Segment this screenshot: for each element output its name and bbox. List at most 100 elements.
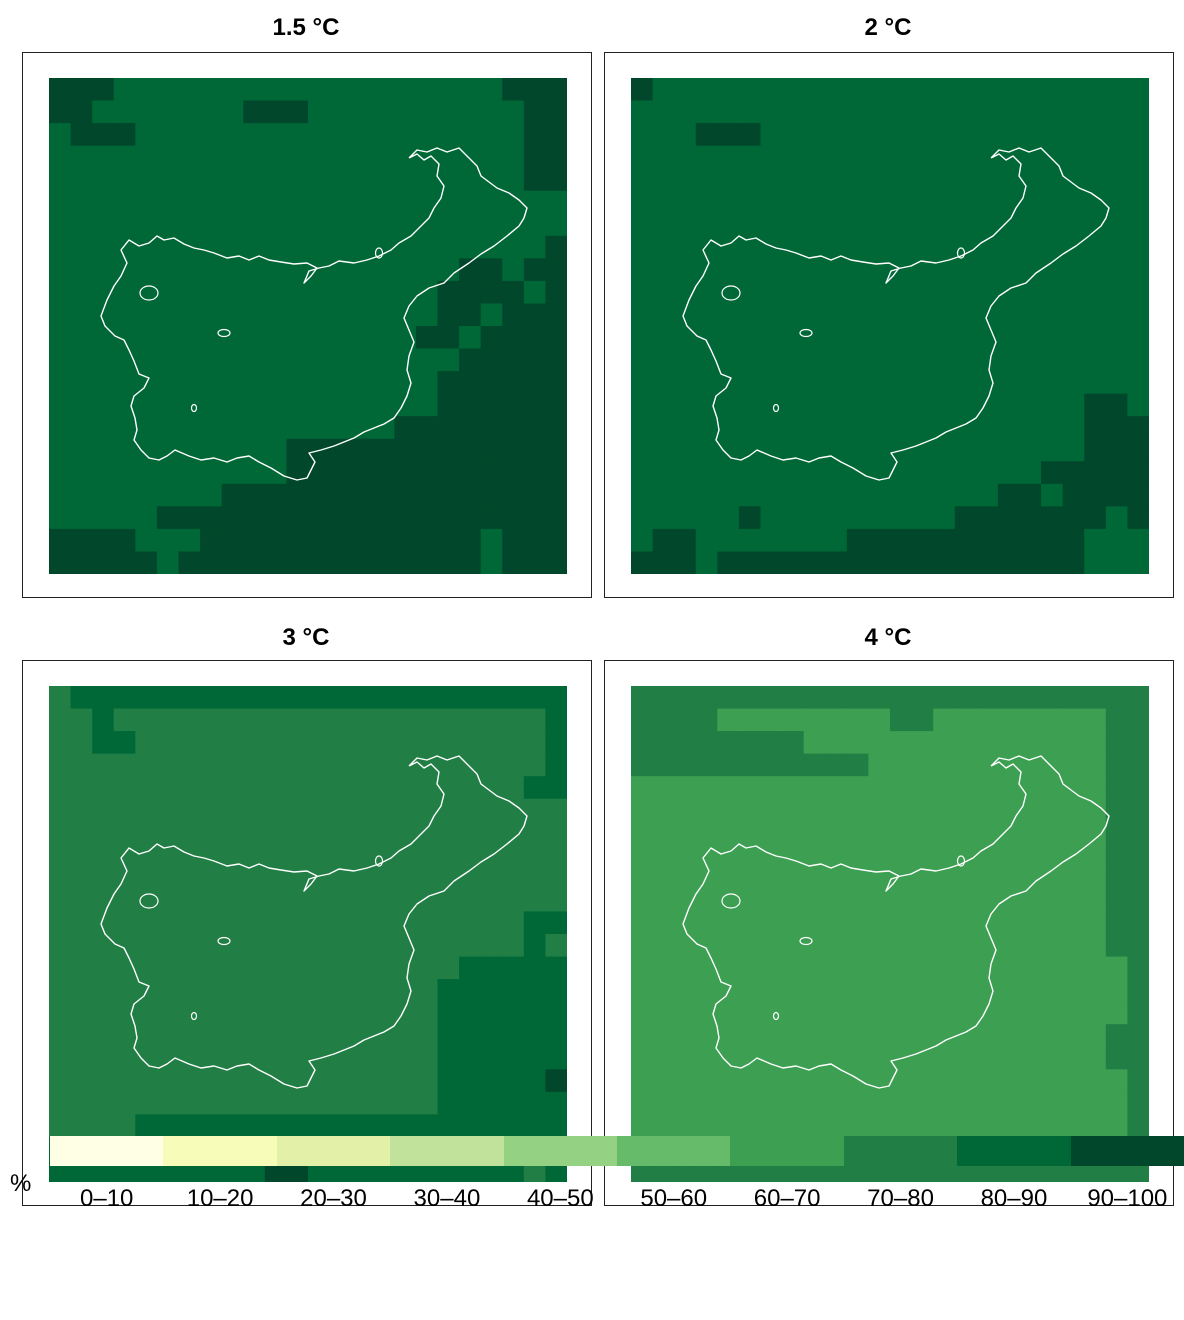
grid-cell <box>1019 1024 1042 1048</box>
grid-cell <box>954 123 977 147</box>
grid-cell <box>459 506 482 530</box>
grid-cell <box>178 100 201 124</box>
grid-cell <box>200 753 223 777</box>
grid-cell <box>695 100 718 124</box>
grid-cell <box>264 371 287 395</box>
grid-cell <box>1105 1091 1128 1115</box>
grid-cell <box>717 235 740 259</box>
grid-cell <box>156 551 179 574</box>
grid-cell <box>523 483 546 507</box>
grid-cell <box>415 100 438 124</box>
grid-cell <box>92 303 115 327</box>
grid-cell <box>221 708 244 732</box>
grid-cell <box>308 888 331 912</box>
grid-cell <box>49 843 72 867</box>
grid-cell <box>415 821 438 845</box>
grid-cell <box>695 326 718 350</box>
lake-outline <box>682 147 1110 481</box>
grid-cell <box>997 348 1020 372</box>
grid-cell <box>243 798 266 822</box>
grid-cell <box>286 551 309 574</box>
grid-cell <box>1019 888 1042 912</box>
grid-cell <box>760 123 783 147</box>
grid-cell <box>437 686 460 710</box>
grid-cell <box>113 483 136 507</box>
grid-cell <box>394 145 417 169</box>
grid-cell <box>803 78 826 102</box>
grid-cell <box>329 303 352 327</box>
grid-cell <box>631 78 654 102</box>
grid-cell <box>264 506 287 530</box>
grid-cell <box>652 866 675 890</box>
legend-label: 30–40 <box>413 1185 481 1212</box>
grid-cell <box>760 506 783 530</box>
grid-cell <box>1062 1046 1085 1070</box>
grid-cell <box>674 326 697 350</box>
grid-cell <box>156 1046 179 1070</box>
grid-cell <box>825 731 848 755</box>
grid-cell <box>545 1001 567 1025</box>
grid-cell <box>351 528 374 552</box>
grid-cell <box>545 483 567 507</box>
panel-title-4c: 4 °C <box>864 624 912 651</box>
grid-cell <box>308 235 331 259</box>
grid-cell <box>1062 979 1085 1003</box>
grid-cell <box>674 528 697 552</box>
grid-cell <box>178 934 201 958</box>
grid-cell <box>1105 123 1128 147</box>
grid-cell <box>92 821 115 845</box>
grid-cell <box>243 956 266 980</box>
grid-cell <box>113 866 136 890</box>
grid-cell <box>308 979 331 1003</box>
grid-cell <box>243 1001 266 1025</box>
grid-cell <box>1019 1114 1042 1138</box>
grid-cell <box>1084 506 1107 530</box>
grid-cell <box>631 258 654 282</box>
grid-cell <box>329 1046 352 1070</box>
grid-cell <box>997 979 1020 1003</box>
grid-cell <box>1062 686 1085 710</box>
grid-cell <box>92 1001 115 1025</box>
grid-cell <box>49 979 72 1003</box>
grid-cell <box>1084 78 1107 102</box>
grid-cell <box>502 258 525 282</box>
grid-cell <box>631 821 654 845</box>
grid-cell <box>200 798 223 822</box>
grid-cell <box>92 753 115 777</box>
grid-cell <box>674 888 697 912</box>
grid-cell <box>695 866 718 890</box>
grid-cell <box>415 506 438 530</box>
grid-cell <box>760 1001 783 1025</box>
grid-cell <box>825 258 848 282</box>
grid-cell <box>49 326 72 350</box>
grid-cell <box>976 483 999 507</box>
grid-cell <box>911 956 934 980</box>
grid-cell <box>631 483 654 507</box>
grid-cell <box>954 979 977 1003</box>
grid-cell <box>308 1114 331 1138</box>
grid-cell <box>221 145 244 169</box>
grid-cell <box>156 1114 179 1138</box>
grid-cell <box>351 280 374 304</box>
grid-cell <box>674 1114 697 1138</box>
grid-cell <box>415 348 438 372</box>
grid-cell <box>178 866 201 890</box>
grid-cell <box>286 731 309 755</box>
grid-cell <box>782 1069 805 1093</box>
grid-cell <box>459 168 482 192</box>
grid-cell <box>890 686 913 710</box>
grid-cell <box>200 731 223 755</box>
grid-cell <box>415 731 438 755</box>
grid-cell <box>782 506 805 530</box>
grid-cell <box>846 1024 869 1048</box>
grid-cell <box>674 1001 697 1025</box>
grid-cell <box>545 235 567 259</box>
grid-cell <box>264 280 287 304</box>
grid-cell <box>631 753 654 777</box>
lake-outline <box>682 755 1110 1089</box>
grid-cell <box>760 686 783 710</box>
grid-cell <box>372 1001 395 1025</box>
grid-cell <box>674 731 697 755</box>
grid-cell <box>976 956 999 980</box>
grid-cell <box>1105 190 1128 214</box>
